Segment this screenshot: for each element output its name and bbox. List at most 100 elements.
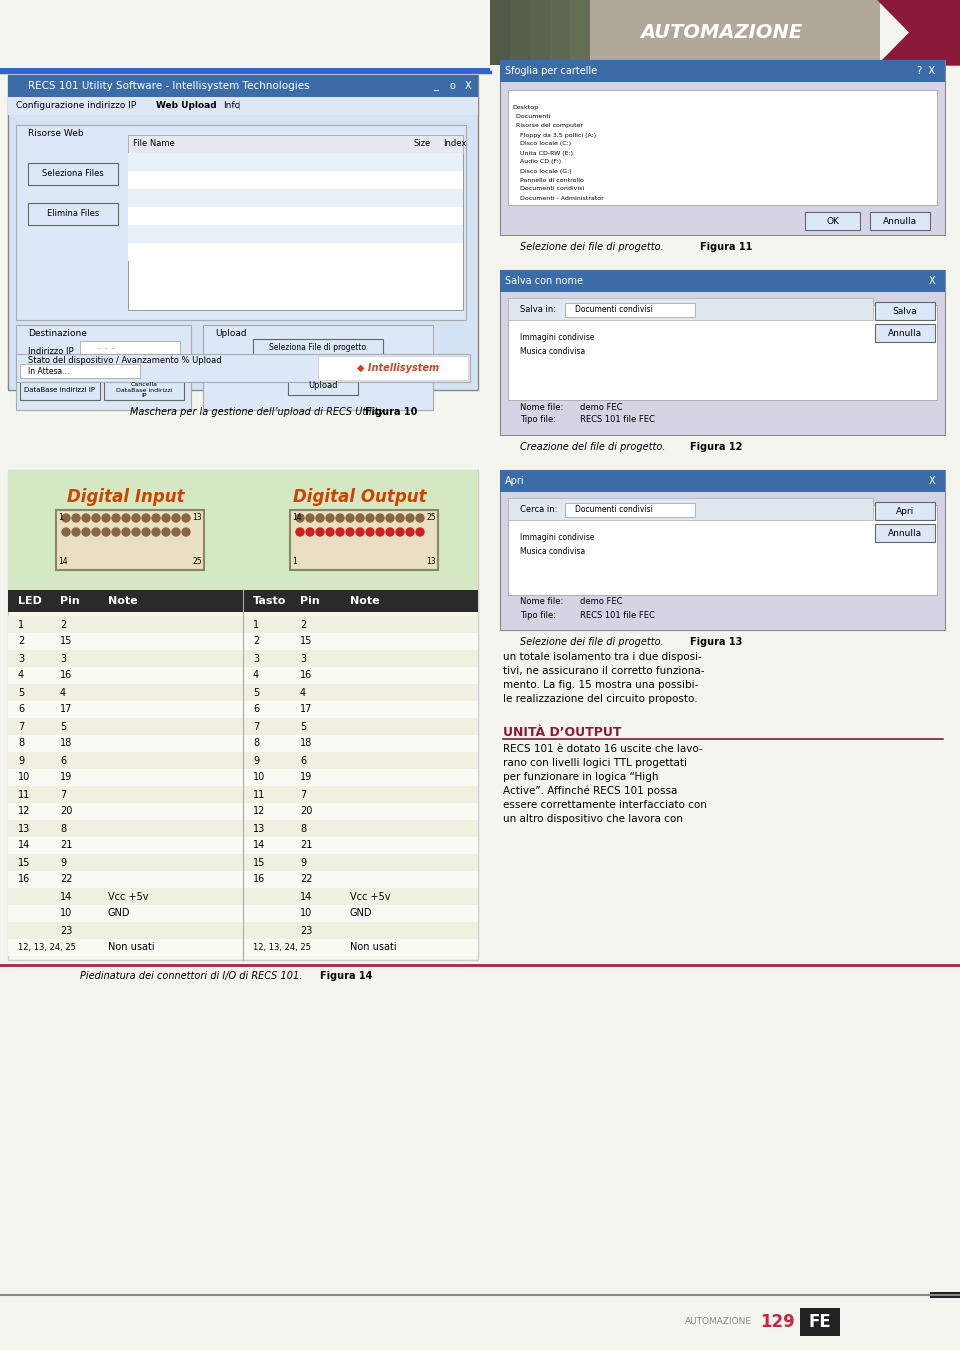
Text: 13: 13 <box>192 513 202 522</box>
Text: 15: 15 <box>18 857 31 868</box>
Text: Apri: Apri <box>896 506 914 516</box>
Text: 10: 10 <box>60 909 72 918</box>
Text: Maschera per la gestione dell’upload di RECS Utility.: Maschera per la gestione dell’upload di … <box>130 406 393 417</box>
Bar <box>128 225 463 243</box>
Text: 8: 8 <box>300 824 306 833</box>
Text: Musica condivisa: Musica condivisa <box>520 347 586 355</box>
Text: 17: 17 <box>60 705 72 714</box>
Circle shape <box>376 528 384 536</box>
Text: Upload: Upload <box>308 382 338 390</box>
Text: Pin: Pin <box>300 595 320 606</box>
Text: Tipo file:: Tipo file: <box>520 416 556 424</box>
Circle shape <box>396 514 404 522</box>
Text: 129: 129 <box>760 1314 795 1331</box>
Circle shape <box>386 528 394 536</box>
Circle shape <box>306 514 314 522</box>
Text: 1: 1 <box>253 620 259 629</box>
Text: File Name: File Name <box>133 139 175 148</box>
Text: Upload: Upload <box>215 329 247 338</box>
Text: Figura 12: Figura 12 <box>690 441 742 452</box>
Circle shape <box>82 514 90 522</box>
Text: 6: 6 <box>300 756 306 765</box>
Text: Digital Output: Digital Output <box>293 487 427 506</box>
Bar <box>28 163 118 185</box>
Text: Salva: Salva <box>893 306 918 316</box>
Bar <box>8 888 478 905</box>
Text: Sfoglia per cartelle: Sfoglia per cartelle <box>505 66 597 76</box>
Text: Desktop: Desktop <box>512 105 539 111</box>
Bar <box>875 302 935 320</box>
Text: 16: 16 <box>60 671 72 680</box>
Bar <box>8 904 478 922</box>
Bar <box>875 524 935 541</box>
Bar <box>20 364 140 378</box>
Text: 2: 2 <box>60 620 66 629</box>
Bar <box>104 379 184 400</box>
Text: Active”. Affinché RECS 101 possa: Active”. Affinché RECS 101 possa <box>503 786 678 796</box>
Text: Elimina Files: Elimina Files <box>47 209 99 219</box>
Circle shape <box>356 514 364 522</box>
Bar <box>875 324 935 342</box>
Text: 16: 16 <box>18 875 31 884</box>
Text: 2: 2 <box>300 620 306 629</box>
Text: Documenti: Documenti <box>512 115 550 120</box>
Text: _: _ <box>434 81 439 90</box>
Circle shape <box>72 528 80 536</box>
Text: 7: 7 <box>253 721 259 732</box>
Text: ◆ Intellisystem: ◆ Intellisystem <box>357 363 439 373</box>
Text: 15: 15 <box>253 857 265 868</box>
Text: per funzionare in logica “High: per funzionare in logica “High <box>503 772 659 782</box>
Text: 14: 14 <box>58 558 67 567</box>
Text: Cancella
DataBase indirizzi
IP: Cancella DataBase indirizzi IP <box>116 382 172 398</box>
Text: essere correttamente interfacciato con: essere correttamente interfacciato con <box>503 801 707 810</box>
Text: Indirizzo IP: Indirizzo IP <box>28 347 74 356</box>
Circle shape <box>182 528 190 536</box>
Text: Disco locale (C:): Disco locale (C:) <box>512 142 571 147</box>
Text: Figura 13: Figura 13 <box>690 637 742 647</box>
Text: Floppy da 3,5 pollici (A:): Floppy da 3,5 pollici (A:) <box>512 132 596 138</box>
Text: Figura 11: Figura 11 <box>700 242 753 252</box>
Text: 19: 19 <box>300 772 312 783</box>
Bar <box>28 202 118 225</box>
Bar <box>8 786 478 803</box>
Text: GND: GND <box>108 909 131 918</box>
Text: o: o <box>449 81 455 90</box>
Bar <box>500 470 945 630</box>
Text: 12: 12 <box>253 806 265 817</box>
Text: 13: 13 <box>253 824 265 833</box>
Text: demo FEC: demo FEC <box>580 402 622 412</box>
Text: Web Upload: Web Upload <box>156 101 217 111</box>
Text: Disco locale (G:): Disco locale (G:) <box>512 169 571 174</box>
Text: Documenti condivisi: Documenti condivisi <box>575 505 653 514</box>
Text: 6: 6 <box>253 705 259 714</box>
Text: OK: OK <box>827 216 839 225</box>
Bar <box>8 667 478 684</box>
Circle shape <box>366 528 374 536</box>
Bar <box>500 270 945 292</box>
Text: 7: 7 <box>60 790 66 799</box>
Text: 5: 5 <box>60 721 66 732</box>
Bar <box>875 502 935 520</box>
Text: Vcc +5v: Vcc +5v <box>350 891 391 902</box>
Bar <box>565 504 695 517</box>
Text: Non usati: Non usati <box>108 942 155 953</box>
Circle shape <box>326 514 334 522</box>
Text: Non usati: Non usati <box>350 942 396 953</box>
Bar <box>805 212 860 230</box>
Circle shape <box>142 514 150 522</box>
Bar <box>508 298 873 320</box>
Circle shape <box>326 528 334 536</box>
Circle shape <box>396 528 404 536</box>
Circle shape <box>162 514 170 522</box>
Bar <box>128 189 463 207</box>
Bar <box>565 302 695 317</box>
Bar <box>8 803 478 819</box>
Bar <box>16 325 191 410</box>
Text: 11: 11 <box>18 790 31 799</box>
Text: LED: LED <box>18 595 42 606</box>
Text: Pannello di controllo: Pannello di controllo <box>512 177 584 182</box>
Text: 19: 19 <box>60 772 72 783</box>
Text: Note: Note <box>350 595 379 606</box>
Circle shape <box>162 528 170 536</box>
Bar <box>510 0 530 65</box>
